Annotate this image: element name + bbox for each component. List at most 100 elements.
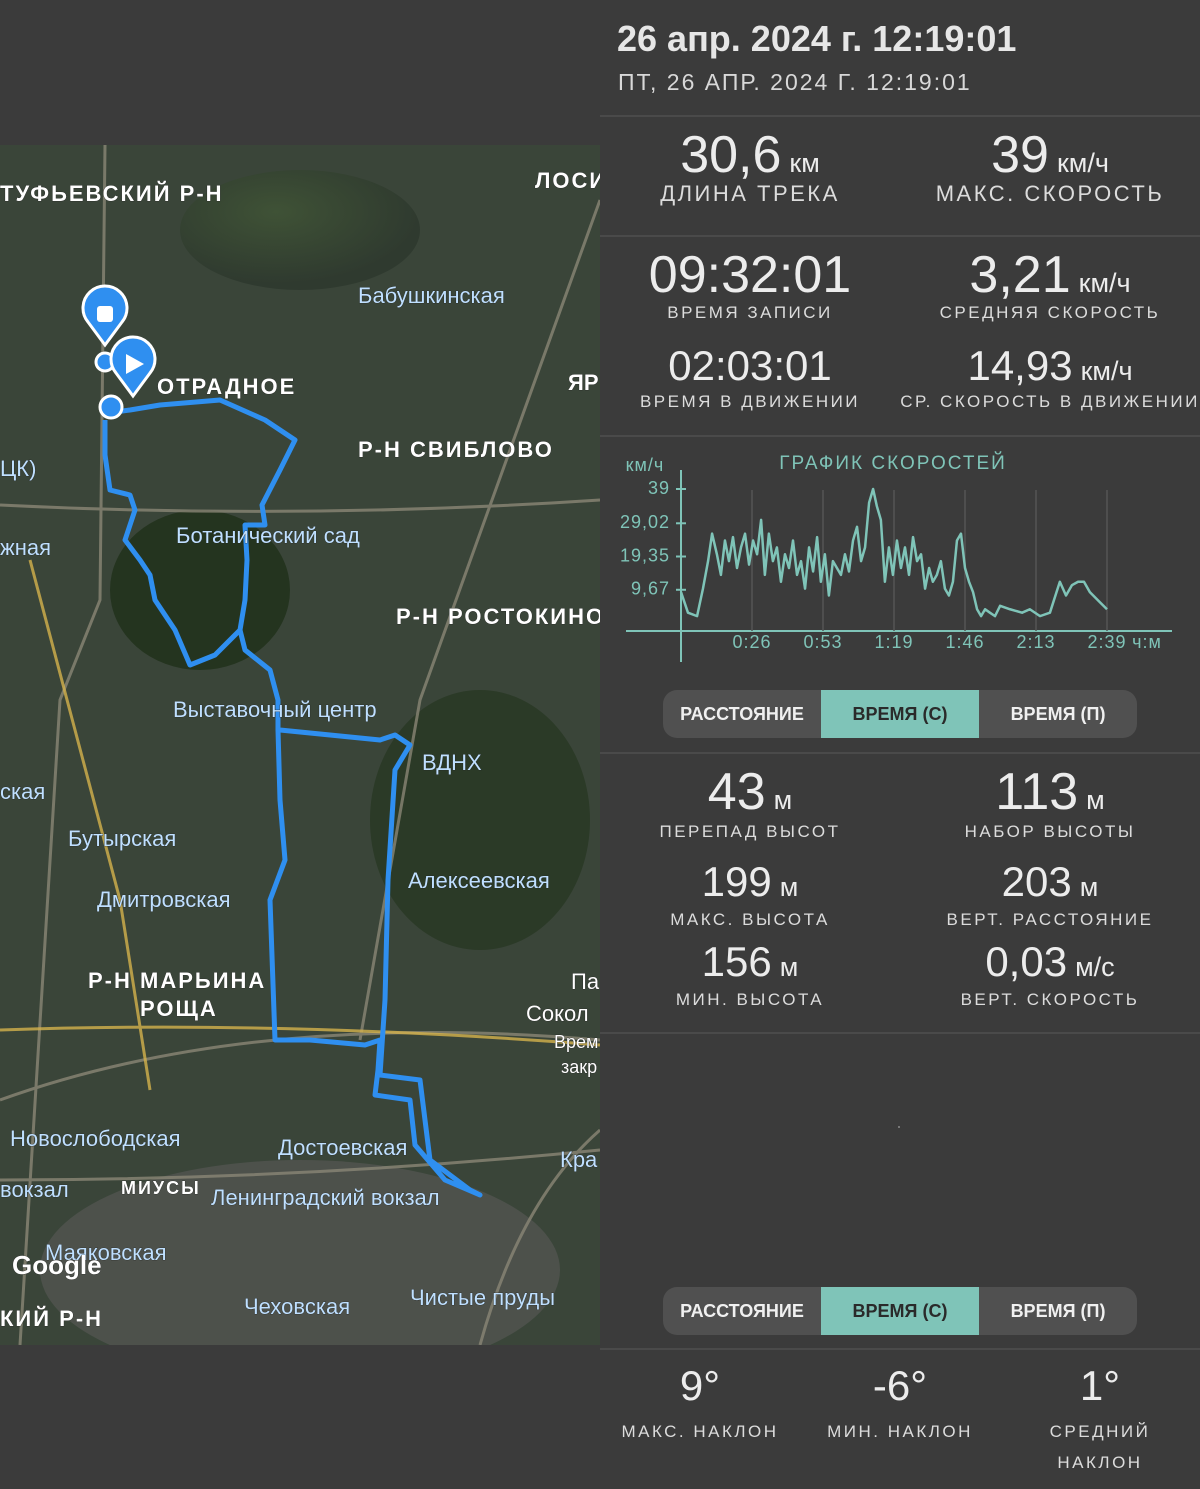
map-label: Бабушкинская bbox=[358, 283, 505, 308]
map-label: Ботанический сад bbox=[176, 523, 360, 548]
separator bbox=[600, 115, 1200, 117]
map[interactable]: ТУФЬЕВСКИЙ Р-Н ЛОСИ Бабушкинская ОТРАДНО… bbox=[0, 145, 600, 1345]
map-label: Чеховская bbox=[244, 1294, 350, 1319]
stat-label: СРЕДНЯЯ СКОРОСТЬ bbox=[939, 303, 1161, 322]
stat: -6° МИН. НАКЛОН bbox=[800, 1362, 1000, 1447]
stat-label: ВРЕМЯ ЗАПИСИ bbox=[667, 303, 833, 322]
stat-label: ДЛИНА ТРЕКА bbox=[660, 181, 840, 206]
separator bbox=[600, 1032, 1200, 1034]
stat-label: СРЕДНИЙ НАКЛОН bbox=[1049, 1422, 1151, 1472]
speed-chart: ГРАФИК СКОРОСТЕЙ км/ч ч:м 9,67 19,35 29,02… bbox=[620, 452, 1172, 662]
stat-unit: м bbox=[1086, 785, 1105, 815]
stat: 39 км/ч МАКС. СКОРОСТЬ bbox=[900, 125, 1200, 207]
stat-number: 199 bbox=[701, 858, 772, 905]
map-label: Врем bbox=[554, 1032, 598, 1052]
speed-line bbox=[679, 487, 1108, 618]
map-label: Новослободская bbox=[10, 1126, 181, 1151]
stat: 14,93 км/ч СР. СКОРОСТЬ В ДВИЖЕНИИ bbox=[900, 342, 1200, 412]
stat-unit: м bbox=[773, 785, 793, 815]
stat-number: 156 bbox=[701, 938, 772, 985]
map-label: Бутырская bbox=[68, 826, 176, 851]
date-subtitle: ПТ, 26 АПР. 2024 Г. 12:19:01 bbox=[618, 69, 972, 95]
stat-number: 113 bbox=[995, 763, 1079, 821]
map-label: РОЩА bbox=[140, 996, 218, 1021]
tab[interactable]: РАССТОЯНИЕ bbox=[680, 1300, 804, 1321]
stat: 156 м МИН. ВЫСОТА bbox=[600, 938, 900, 1010]
stat-number: 3,21 bbox=[969, 246, 1071, 304]
stat-value: 203 м bbox=[900, 858, 1200, 906]
y-tick-label: 19,35 bbox=[620, 545, 670, 565]
park bbox=[180, 170, 420, 290]
y-tick-label: 9,67 bbox=[631, 579, 670, 599]
map-label: Па bbox=[571, 969, 600, 994]
map-label: закр bbox=[561, 1057, 597, 1077]
stat-value: 3,21 км/ч bbox=[900, 245, 1200, 305]
stat-label: МИН. ВЫСОТА bbox=[675, 990, 825, 1009]
x-axis-label: ч:м bbox=[1132, 632, 1162, 652]
waypoint[interactable] bbox=[98, 394, 124, 420]
stat-unit: м/с bbox=[1075, 952, 1115, 982]
chart-title: ГРАФИК СКОРОСТЕЙ bbox=[779, 452, 1007, 474]
stat-label: МАКС. СКОРОСТЬ bbox=[935, 181, 1165, 206]
stat: 203 м ВЕРТ. РАССТОЯНИЕ bbox=[900, 858, 1200, 930]
tabs-bottom[interactable]: РАССТОЯНИЕ ВРЕМЯ (С) ВРЕМЯ (П) bbox=[663, 1287, 1137, 1335]
map-label: МИУСЫ bbox=[121, 1178, 201, 1198]
stat-label: ВЕРТ. СКОРОСТЬ bbox=[960, 990, 1140, 1009]
map-label: Маяковская bbox=[45, 1240, 167, 1265]
stat-unit: м bbox=[779, 952, 799, 982]
x-tick-label: 2:39 bbox=[1087, 632, 1126, 652]
tab[interactable]: ВРЕМЯ (П) bbox=[1010, 703, 1106, 724]
stat-unit: км/ч bbox=[1080, 356, 1133, 386]
stat: 113 м НАБОР ВЫСОТЫ bbox=[900, 762, 1200, 842]
map-labels: ТУФЬЕВСКИЙ Р-Н ЛОСИ Бабушкинская ОТРАДНО… bbox=[0, 168, 600, 1332]
stat-label: НАБОР ВЫСОТЫ bbox=[964, 822, 1136, 841]
stat-number: 02:03:01 bbox=[668, 342, 832, 389]
stat-value: 14,93 км/ч bbox=[900, 342, 1200, 390]
y-tick-label: 29,02 bbox=[620, 512, 670, 532]
tabs-top[interactable]: РАССТОЯНИЕ ВРЕМЯ (С) ВРЕМЯ (П) bbox=[663, 690, 1137, 738]
map-label: Выставочный центр bbox=[173, 697, 377, 722]
map-label: жная bbox=[0, 535, 51, 560]
map-label: вокзал bbox=[0, 1177, 69, 1202]
stat-value: 199 м bbox=[600, 858, 900, 906]
date-title: 26 апр. 2024 г. 12:19:01 bbox=[617, 18, 1017, 59]
stat-value: -6° bbox=[872, 1362, 928, 1409]
stat-value: 30,6 км bbox=[600, 125, 900, 185]
route bbox=[237, 629, 483, 1198]
stat-number: 09:32:01 bbox=[648, 246, 852, 304]
stat: 3,21 км/ч СРЕДНЯЯ СКОРОСТЬ bbox=[900, 245, 1200, 323]
roads bbox=[0, 145, 600, 1345]
stat: 02:03:01 ВРЕМЯ В ДВИЖЕНИИ bbox=[600, 342, 900, 412]
stat-unit: м bbox=[779, 872, 799, 902]
map-label: Р-Н МАРЬИНА bbox=[88, 968, 266, 993]
stat-value: 156 м bbox=[600, 938, 900, 986]
stat-label: МАКС. ВЫСОТА bbox=[670, 910, 830, 929]
stat-value: 9° bbox=[679, 1362, 721, 1409]
stat-value: 02:03:01 bbox=[600, 342, 900, 390]
start-end-pins[interactable] bbox=[81, 284, 157, 420]
tab[interactable]: ВРЕМЯ (П) bbox=[1010, 1300, 1106, 1321]
tab[interactable]: ВРЕМЯ (С) bbox=[821, 1287, 979, 1335]
end-icon bbox=[97, 306, 113, 322]
stat-number: 30,6 bbox=[680, 126, 782, 184]
map-label: ЯР bbox=[568, 370, 599, 395]
stat-value: 43 м bbox=[600, 762, 900, 822]
map-label: Дмитровская bbox=[97, 887, 231, 912]
stat: 199 м МАКС. ВЫСОТА bbox=[600, 858, 900, 930]
stat-value: 113 м bbox=[900, 762, 1200, 822]
map-label: КИЙ Р-Н bbox=[0, 1306, 103, 1331]
start-icon bbox=[126, 354, 144, 374]
stat-number: 43 bbox=[707, 763, 766, 821]
y-axis-label: км/ч bbox=[626, 455, 665, 475]
stat-value: 0,03 м/с bbox=[900, 938, 1200, 986]
stat-unit: км/ч bbox=[1056, 148, 1109, 178]
tab[interactable]: ВРЕМЯ (С) bbox=[821, 690, 979, 738]
stat: 0,03 м/с ВЕРТ. СКОРОСТЬ bbox=[900, 938, 1200, 1010]
map-label: Алексеевская bbox=[408, 868, 550, 893]
tab[interactable]: РАССТОЯНИЕ bbox=[680, 703, 804, 724]
x-tick-label: 0:53 bbox=[803, 632, 842, 652]
map-label: Сокол bbox=[526, 1001, 589, 1026]
stat-number: 0,03 bbox=[985, 938, 1068, 985]
stat-label: МАКС. НАКЛОН bbox=[621, 1422, 779, 1441]
